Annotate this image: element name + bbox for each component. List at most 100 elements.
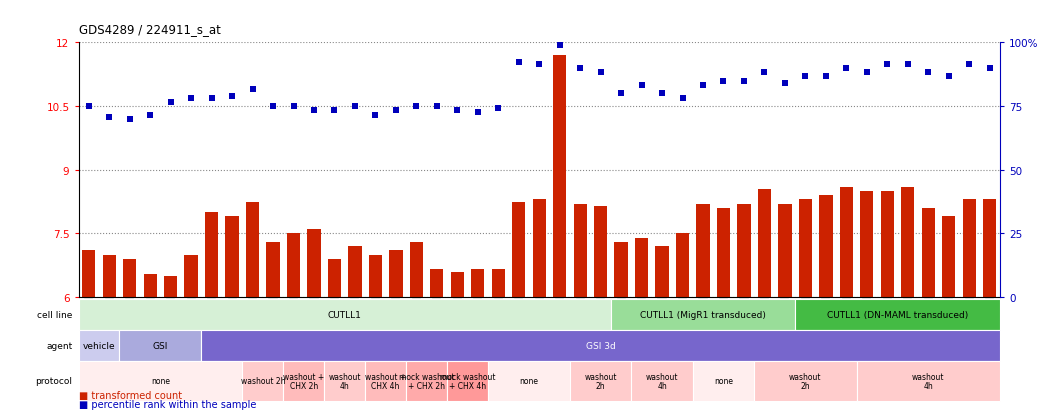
Bar [287, 234, 300, 297]
Point [81, 104, 97, 110]
Bar [819, 196, 832, 297]
Point [593, 70, 609, 76]
Point [285, 104, 302, 110]
Point [736, 78, 753, 85]
Bar [225, 217, 239, 297]
Bar [79, 299, 610, 330]
Text: mock washout
+ CHX 2h: mock washout + CHX 2h [399, 372, 454, 390]
Bar [594, 206, 607, 297]
Point [777, 80, 794, 87]
Text: ■ percentile rank within the sample: ■ percentile rank within the sample [79, 399, 255, 409]
Point [920, 70, 937, 76]
Point [756, 70, 773, 76]
Point [981, 65, 998, 72]
Bar [184, 255, 198, 297]
Bar [615, 242, 628, 297]
Point [469, 110, 486, 116]
Text: CUTLL1: CUTLL1 [328, 311, 361, 319]
Bar [365, 361, 406, 401]
Bar [79, 330, 119, 361]
Bar [840, 188, 853, 297]
Bar [983, 200, 997, 297]
Bar [79, 361, 242, 401]
Point [449, 108, 466, 114]
Point [326, 108, 342, 114]
Bar [942, 217, 955, 297]
Point [859, 70, 875, 76]
Point [961, 61, 978, 68]
Bar [447, 361, 488, 401]
Point [183, 95, 200, 102]
Bar [856, 361, 1000, 401]
Bar [406, 361, 447, 401]
Point [797, 74, 814, 81]
Point [490, 106, 507, 112]
Text: GDS4289 / 224911_s_at: GDS4289 / 224911_s_at [79, 23, 221, 36]
Point [715, 78, 732, 85]
Point [878, 61, 895, 68]
Bar [246, 202, 260, 297]
Point [367, 112, 384, 119]
Bar [325, 361, 365, 401]
Bar [676, 234, 689, 297]
Point [653, 91, 670, 97]
Point [306, 108, 322, 114]
Point [408, 104, 425, 110]
Text: washout 2h: washout 2h [241, 377, 285, 385]
Bar [696, 204, 710, 297]
Bar [328, 259, 341, 297]
Bar [284, 361, 325, 401]
Text: none: none [714, 377, 733, 385]
Text: protocol: protocol [36, 377, 72, 385]
Bar [512, 202, 526, 297]
Point [141, 112, 158, 119]
Text: washout +
CHX 4h: washout + CHX 4h [365, 372, 406, 390]
Bar [881, 192, 894, 297]
Bar [201, 330, 1000, 361]
Bar [242, 361, 284, 401]
Text: GSI 3d: GSI 3d [585, 342, 616, 350]
Point [531, 61, 548, 68]
Point [387, 108, 404, 114]
Text: agent: agent [46, 342, 72, 350]
Bar [492, 270, 505, 297]
Bar [409, 242, 423, 297]
Text: ■ transformed count: ■ transformed count [79, 390, 181, 400]
Bar [610, 299, 795, 330]
Text: CUTLL1 (DN-MAML transduced): CUTLL1 (DN-MAML transduced) [827, 311, 968, 319]
Point [428, 104, 445, 110]
Bar [450, 272, 464, 297]
Point [694, 83, 711, 89]
Bar [962, 200, 976, 297]
Point [818, 74, 834, 81]
Bar [921, 209, 935, 297]
Point [612, 91, 629, 97]
Bar [308, 230, 320, 297]
Point [203, 95, 220, 102]
Point [510, 59, 527, 66]
Bar [82, 251, 95, 297]
Bar [369, 255, 382, 297]
Bar [758, 190, 771, 297]
Point [347, 104, 363, 110]
Bar [901, 188, 914, 297]
Text: washout
4h: washout 4h [646, 372, 678, 390]
Point [572, 65, 588, 72]
Point [940, 74, 957, 81]
Bar [795, 299, 1000, 330]
Bar [737, 204, 751, 297]
Bar [119, 330, 201, 361]
Text: GSI: GSI [153, 342, 169, 350]
Text: CUTLL1 (MigR1 transduced): CUTLL1 (MigR1 transduced) [640, 311, 766, 319]
Point [121, 116, 138, 123]
Bar [631, 361, 693, 401]
Point [162, 100, 179, 106]
Bar [205, 213, 218, 297]
Bar [430, 270, 444, 297]
Bar [488, 361, 570, 401]
Bar [143, 274, 157, 297]
Bar [799, 200, 812, 297]
Text: washout
4h: washout 4h [912, 372, 944, 390]
Point [101, 114, 117, 121]
Bar [778, 204, 792, 297]
